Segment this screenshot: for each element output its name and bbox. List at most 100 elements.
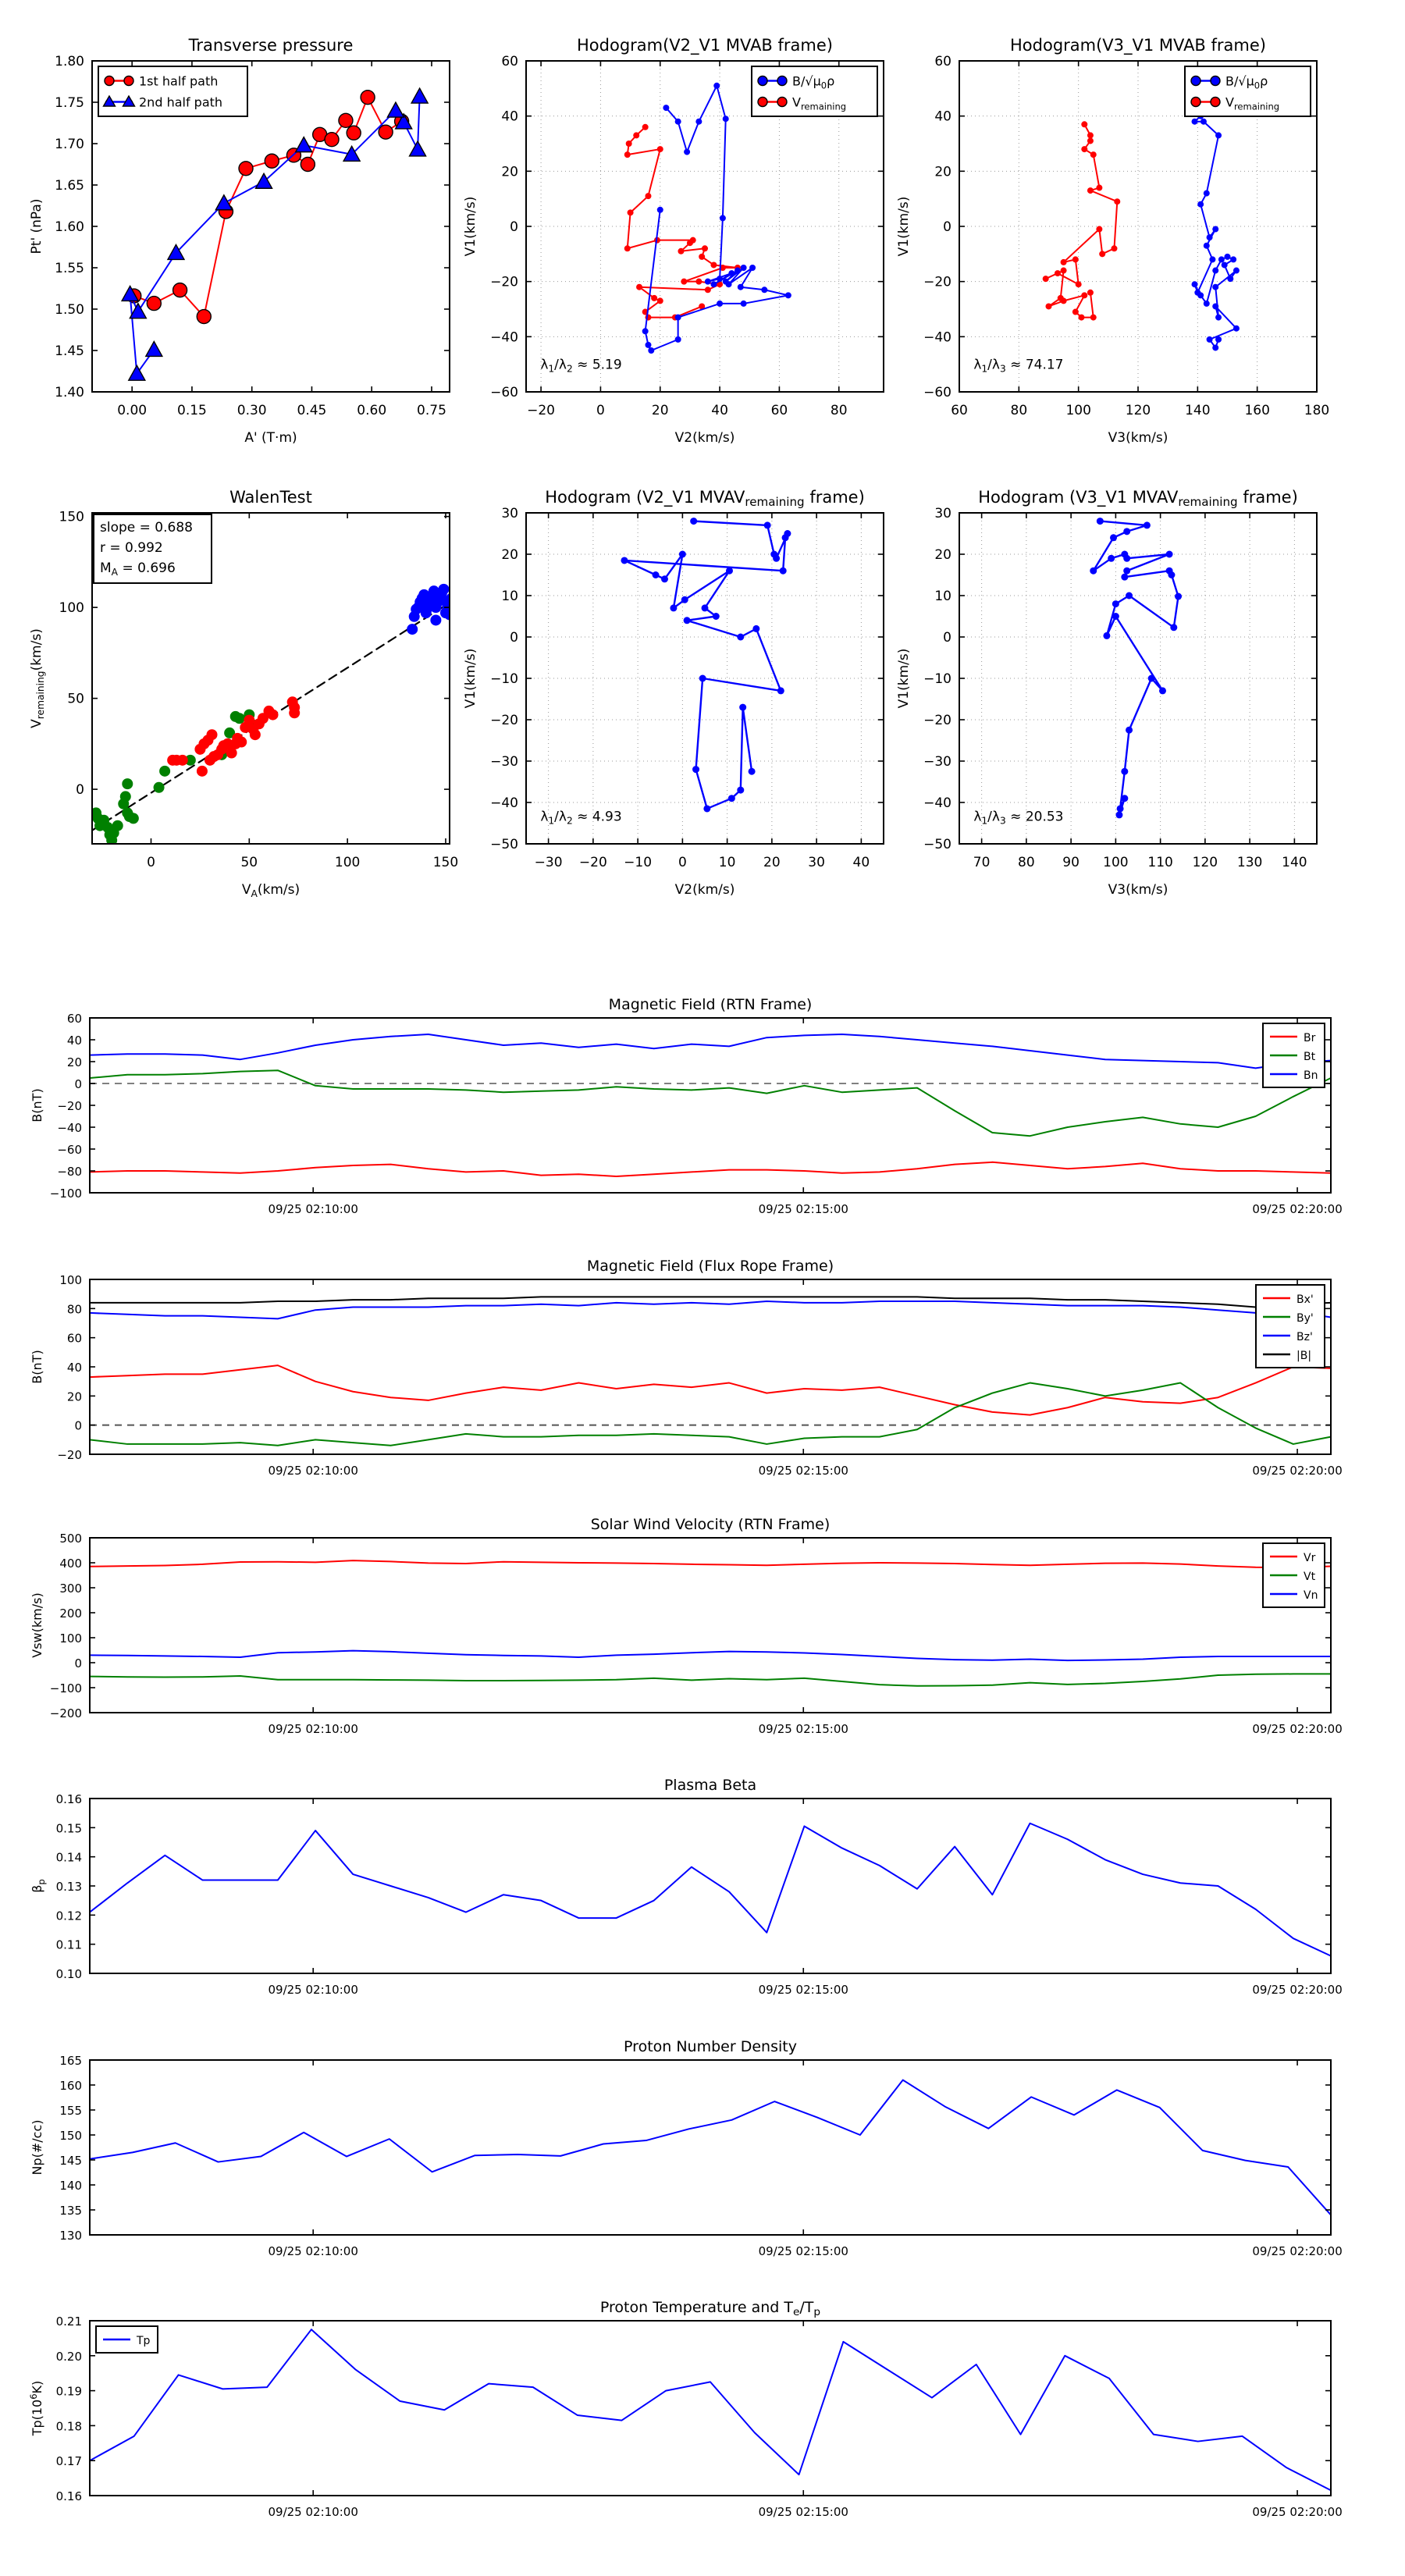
svg-text:−20: −20 — [57, 1448, 82, 1462]
svg-text:Solar Wind Velocity (RTN Frame: Solar Wind Velocity (RTN Frame) — [591, 1516, 831, 1533]
svg-text:130: 130 — [59, 2229, 82, 2243]
svg-text:160: 160 — [1244, 403, 1269, 418]
svg-text:−100: −100 — [50, 1681, 82, 1695]
svg-text:70: 70 — [973, 855, 991, 870]
svg-text:−20: −20 — [579, 855, 607, 870]
svg-text:λ1/λ3 ≈ 20.53: λ1/λ3 ≈ 20.53 — [973, 809, 1063, 826]
transverse-pressure-canvas: 0.00 0.15 0.30 0.45 0.60 0.75 1.40 1.45 1.50 1.55… — [29, 36, 450, 446]
svg-text:0: 0 — [74, 1419, 82, 1433]
mag-field-rtn-legend: Br Bt Bn — [1262, 1023, 1325, 1088]
svg-text:09/25 02:20:00: 09/25 02:20:00 — [1252, 1722, 1342, 1736]
svg-text:1.55: 1.55 — [55, 261, 84, 276]
svg-text:−20: −20 — [923, 713, 951, 728]
svg-text:90: 90 — [1062, 855, 1080, 870]
solar-wind-velocity-legend: Vr Vt Vn — [1262, 1542, 1325, 1608]
svg-text:V1(km/s): V1(km/s) — [463, 649, 478, 709]
mag-field-rtn-canvas: 09/25 02:10:00 09/25 02:15:00 09/25 02:20:… — [30, 996, 1343, 1216]
svg-text:0: 0 — [74, 1077, 82, 1091]
svg-text:200: 200 — [59, 1606, 82, 1621]
svg-text:0.21: 0.21 — [56, 2314, 82, 2329]
hodogram-v3v1-mvab-canvas: 60 80 100 120 140 160 180 −60 −40 −20 0 20 40 60 Hodog… — [896, 36, 1329, 446]
svg-text:0: 0 — [943, 630, 951, 646]
svg-text:1.40: 1.40 — [55, 385, 84, 400]
svg-text:0.18: 0.18 — [56, 2419, 82, 2433]
hodogram-v3v1-mvav-plot: 70 80 90 100 110 120 130 140 −50 −40 −30 −20 −10 0 10 2… — [896, 488, 1318, 898]
svg-text:−20: −20 — [57, 1099, 82, 1113]
plasma-beta-panel: 09/25 02:10:00 09/25 02:15:00 09/25 02:20:… — [30, 1777, 1343, 1997]
svg-text:Bt: Bt — [1304, 1051, 1316, 1063]
svg-text:V1(km/s): V1(km/s) — [463, 197, 478, 257]
svg-text:09/25 02:10:00: 09/25 02:10:00 — [269, 1464, 358, 1478]
svg-text:155: 155 — [59, 2104, 82, 2118]
hodogram-v2v1-mvab-canvas: −20 0 20 40 60 80 −60 −40 −20 0 20 40 60 Hodogram(V2_… — [463, 36, 884, 446]
svg-text:400: 400 — [59, 1557, 82, 1571]
svg-text:160: 160 — [59, 2079, 82, 2093]
svg-text:Tp: Tp — [136, 2335, 151, 2347]
svg-text:150: 150 — [433, 855, 458, 870]
svg-text:λ1/λ2 ≈ 4.93: λ1/λ2 ≈ 4.93 — [540, 809, 621, 826]
svg-text:−40: −40 — [923, 329, 951, 345]
svg-text:40: 40 — [934, 109, 951, 125]
svg-text:09/25 02:20:00: 09/25 02:20:00 — [1252, 1202, 1342, 1216]
svg-text:Vremaining(km/s): Vremaining(km/s) — [29, 628, 46, 728]
svg-text:0.60: 0.60 — [357, 403, 386, 418]
svg-text:−30: −30 — [535, 855, 563, 870]
svg-text:40: 40 — [711, 403, 728, 418]
svg-text:120: 120 — [1126, 403, 1151, 418]
svg-text:09/25 02:10:00: 09/25 02:10:00 — [269, 1202, 358, 1216]
walen-test-statbox: slope = 0.688 r = 0.992 MA = 0.696 — [93, 514, 212, 584]
svg-text:20: 20 — [67, 1055, 82, 1069]
svg-text:Magnetic Field (Flux Rope Fram: Magnetic Field (Flux Rope Frame) — [587, 1258, 834, 1275]
svg-text:135: 135 — [59, 2204, 82, 2218]
mag-field-flux-rope-canvas: 09/25 02:10:00 09/25 02:15:00 09/25 02:20:… — [30, 1258, 1343, 1478]
svg-text:60: 60 — [771, 403, 788, 418]
svg-text:100: 100 — [59, 1273, 82, 1287]
svg-text:−40: −40 — [490, 795, 518, 811]
svg-text:λ1/λ3 ≈ 74.17: λ1/λ3 ≈ 74.17 — [973, 357, 1063, 374]
svg-text:100: 100 — [59, 1631, 82, 1646]
svg-text:09/25 02:10:00: 09/25 02:10:00 — [269, 1722, 358, 1736]
svg-text:MA = 0.696: MA = 0.696 — [100, 560, 176, 578]
svg-text:V3(km/s): V3(km/s) — [1108, 882, 1168, 898]
hodogram-v3v1-mvav-canvas: 70 80 90 100 110 120 130 140 −50 −40 −30 −20 −10 0 10 2… — [896, 488, 1318, 898]
svg-text:140: 140 — [1282, 855, 1307, 870]
svg-text:1.60: 1.60 — [55, 219, 84, 235]
svg-text:−50: −50 — [923, 837, 951, 852]
svg-text:−30: −30 — [490, 754, 518, 770]
svg-text:120: 120 — [1193, 855, 1218, 870]
svg-text:0.11: 0.11 — [56, 1938, 82, 1952]
svg-text:V3(km/s): V3(km/s) — [1108, 430, 1168, 446]
svg-text:A' (T·m): A' (T·m) — [244, 430, 297, 446]
svg-text:Plasma Beta: Plasma Beta — [664, 1777, 756, 1794]
svg-text:V1(km/s): V1(km/s) — [896, 649, 912, 709]
mag-field-flux-rope-legend: Bx' By' Bz' |B| — [1255, 1284, 1325, 1368]
svg-text:20: 20 — [763, 855, 781, 870]
svg-text:WalenTest: WalenTest — [229, 488, 312, 507]
svg-text:Hodogram (V2_V1 MVAVremaining: Hodogram (V2_V1 MVAVremaining frame) — [545, 488, 865, 509]
svg-text:09/25 02:20:00: 09/25 02:20:00 — [1252, 1464, 1342, 1478]
svg-text:09/25 02:15:00: 09/25 02:15:00 — [759, 1722, 848, 1736]
svg-text:−60: −60 — [923, 385, 951, 400]
svg-text:0.12: 0.12 — [56, 1909, 82, 1923]
svg-text:1.45: 1.45 — [55, 343, 84, 359]
transverse-pressure-legend: 1st half path 2nd half path — [98, 66, 248, 117]
hodogram-v3v1-mvab-legend: B/√μ0ρ Vremaining — [1184, 66, 1311, 117]
svg-text:10: 10 — [934, 589, 951, 604]
svg-text:145: 145 — [59, 2154, 82, 2168]
proton-temperature-panel: 09/25 02:10:00 09/25 02:15:00 09/25 02:20:… — [28, 2299, 1343, 2519]
svg-text:Pt' (nPa): Pt' (nPa) — [29, 199, 44, 254]
hodogram-v2v1-mvab-plot: −20 0 20 40 60 80 −60 −40 −20 0 20 40 60 Hodogram(V2_… — [463, 36, 884, 446]
svg-text:Vn: Vn — [1304, 1589, 1318, 1602]
svg-text:09/25 02:20:00: 09/25 02:20:00 — [1252, 2244, 1342, 2258]
svg-text:|B|: |B| — [1297, 1350, 1311, 1362]
svg-text:Vremaining: Vremaining — [1225, 95, 1279, 112]
svg-text:−30: −30 — [923, 754, 951, 770]
svg-text:40: 40 — [67, 1034, 82, 1048]
magnetic-field-fluxrope-panel: 09/25 02:10:00 09/25 02:15:00 09/25 02:20:… — [30, 1258, 1343, 1478]
plasma-beta-canvas: 09/25 02:10:00 09/25 02:15:00 09/25 02:20:… — [30, 1777, 1343, 1997]
magnetic-field-rtn-panel: 09/25 02:10:00 09/25 02:15:00 09/25 02:20:… — [30, 996, 1343, 1216]
svg-text:V2(km/s): V2(km/s) — [675, 430, 735, 446]
svg-text:Magnetic Field (RTN Frame): Magnetic Field (RTN Frame) — [609, 996, 813, 1013]
svg-text:Hodogram(V3_V1 MVAB frame): Hodogram(V3_V1 MVAB frame) — [1010, 36, 1266, 55]
